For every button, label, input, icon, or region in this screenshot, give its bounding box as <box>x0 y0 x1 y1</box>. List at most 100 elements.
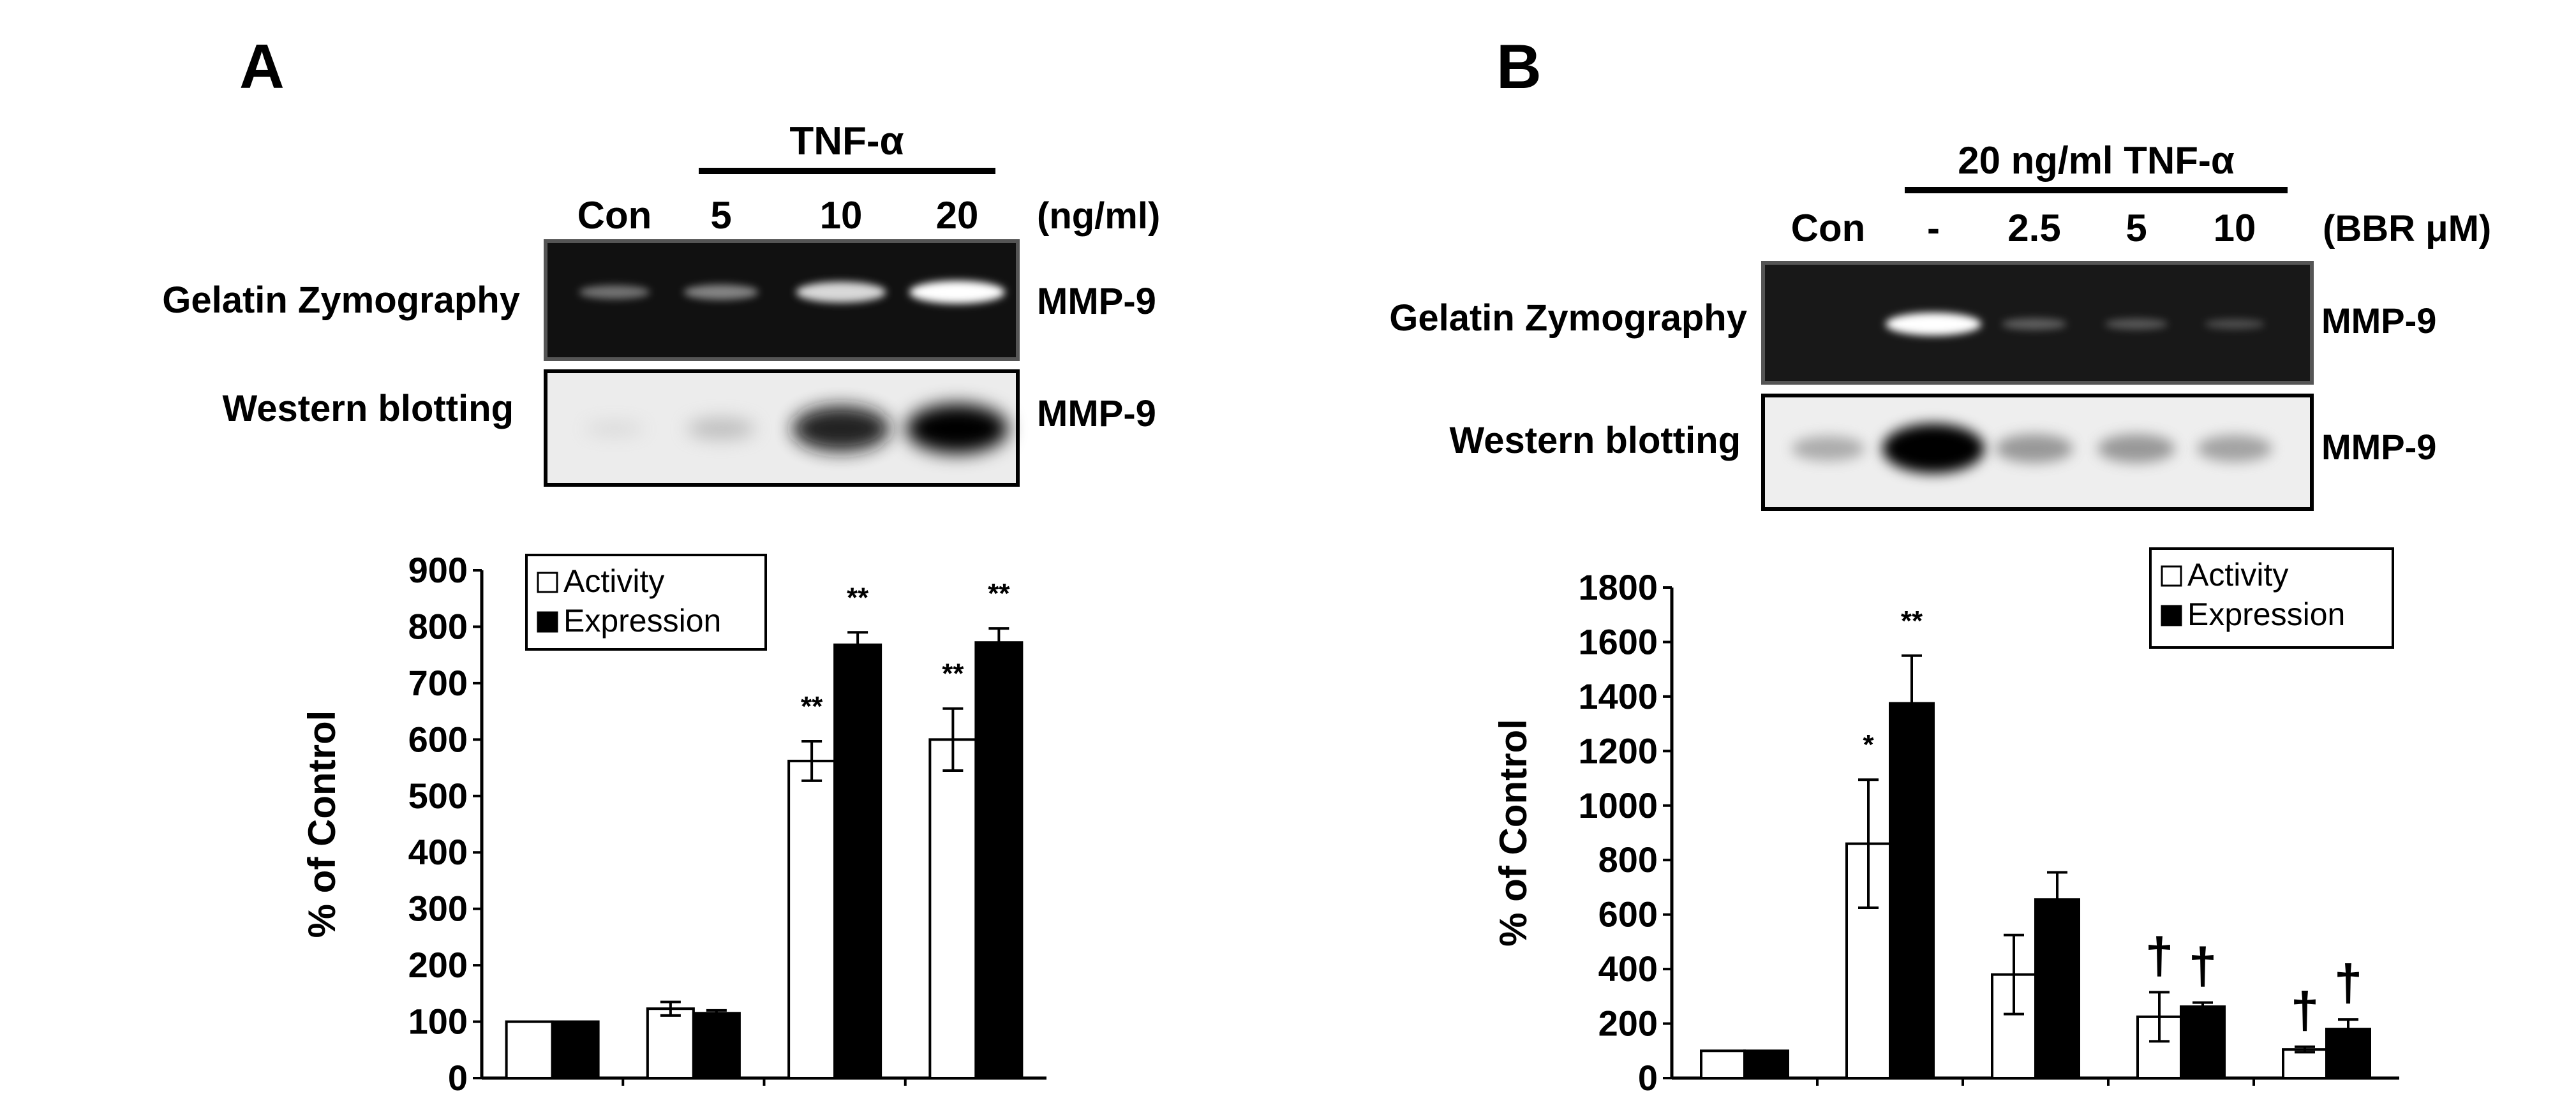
legend-label: Expression <box>2187 596 2345 632</box>
panel-a-lane-label: 20 <box>936 194 979 237</box>
zymography-band <box>2204 319 2265 329</box>
panel-a-band-label: MMP-9 <box>1037 281 1156 322</box>
panel-b-zymography-blot <box>1761 261 2314 385</box>
significance-asterisk: ** <box>847 582 869 613</box>
significance-asterisk: * <box>1863 729 1874 760</box>
legend-swatch <box>2161 565 2182 587</box>
y-tick-label: 0 <box>1638 1058 1658 1098</box>
panel-a-row-label: Gelatin Zymography <box>162 279 520 321</box>
panel-b-lane-label: 2.5 <box>2007 207 2060 249</box>
western-band <box>2197 435 2272 462</box>
y-tick-label: 600 <box>408 719 468 759</box>
zymography-band <box>1886 313 1981 336</box>
y-tick-label: 0 <box>448 1058 468 1098</box>
panel-b-lane-label: 10 <box>2214 207 2256 249</box>
western-band <box>2097 434 2175 463</box>
y-axis-label: % of Control <box>301 711 343 938</box>
bar-activity <box>787 759 837 1080</box>
legend-label: Activity <box>563 563 664 599</box>
panel-a-row-label: Western blotting <box>223 388 514 429</box>
legend-label: Activity <box>2187 557 2288 593</box>
y-tick-label: 800 <box>408 606 468 646</box>
zymography-band <box>2104 318 2168 330</box>
panel-b-western-blot <box>1761 394 2314 511</box>
legend-box <box>2149 547 2394 649</box>
panel-b-lane-label: 5 <box>2126 207 2147 249</box>
panel-a: A TNF-α Con 5 10 20 (ng/ml) Gelatin Zymo… <box>162 31 1160 1098</box>
zymography-band <box>796 281 886 303</box>
panel-a-bar-chart: 0 100 200 300 400 500 600 700 800 900 % of Control… <box>301 550 1046 1098</box>
y-tick-label: 200 <box>1598 1003 1658 1044</box>
bar-expression <box>2180 1005 2226 1079</box>
significance-dagger: † <box>2334 954 2363 1011</box>
y-tick-label: 900 <box>408 550 468 590</box>
bar-activity <box>646 1007 695 1080</box>
zymography-band <box>683 285 759 300</box>
significance-asterisk: ** <box>942 658 964 690</box>
bar-activity <box>2282 1048 2328 1080</box>
panel-b-treatment-label: 20 ng/ml TNF-α <box>1958 139 2235 182</box>
y-tick-label: 600 <box>1598 894 1658 935</box>
y-tick-label: 400 <box>1598 949 1658 989</box>
legend-swatch <box>537 611 558 633</box>
panel-a-unit-label: (ng/ml) <box>1037 195 1160 237</box>
legend-swatch <box>2161 605 2182 626</box>
western-band <box>906 404 1008 454</box>
panel-a-zymography-blot <box>544 239 1020 361</box>
legend-label: Expression <box>563 603 721 639</box>
y-tick-label: 100 <box>408 1002 468 1042</box>
bar-expression <box>692 1012 741 1080</box>
western-band <box>1995 434 2073 463</box>
bar-expression <box>1889 702 1935 1079</box>
bar-expression <box>833 643 882 1079</box>
panel-b-bar-chart: 0 200 400 600 800 1000 1200 1400 1600 1800 % of Co… <box>1492 547 2399 1098</box>
panel-a-band-label: MMP-9 <box>1037 393 1156 434</box>
western-band <box>1882 424 1984 473</box>
y-tick-label: 200 <box>408 945 468 985</box>
panel-a-letter: A <box>239 31 285 101</box>
y-tick-label: 400 <box>408 832 468 872</box>
legend-box <box>525 554 767 651</box>
y-tick-label: 1200 <box>1578 730 1658 771</box>
significance-dagger: † <box>2145 927 2174 984</box>
panel-b-lane-label: Con <box>1791 207 1866 249</box>
bar-activity <box>928 738 978 1080</box>
panel-b-band-label: MMP-9 <box>2321 427 2436 467</box>
panel-a-lane-label: 5 <box>710 194 731 237</box>
panel-a-treatment-label: TNF-α <box>789 119 904 163</box>
panel-a-lane-label: Con <box>577 194 652 237</box>
bar-expression <box>551 1020 600 1079</box>
bar-expression <box>1743 1049 1789 1080</box>
bar-expression <box>974 641 1024 1079</box>
panel-b-band-label: MMP-9 <box>2321 300 2436 341</box>
y-tick-label: 1400 <box>1578 676 1658 716</box>
y-axis-label: % of Control <box>1492 719 1535 947</box>
y-tick-label: 700 <box>408 663 468 703</box>
legend-swatch <box>537 572 558 593</box>
bar-expression <box>2034 898 2080 1079</box>
panel-b: B 20 ng/ml TNF-α Con - 2.5 5 10 (BBR μM)… <box>1389 31 2491 1098</box>
zymography-band <box>579 285 650 299</box>
panel-b-row-label: Gelatin Zymography <box>1389 297 1747 339</box>
y-tick-label: 800 <box>1598 840 1658 880</box>
bar-activity <box>505 1020 554 1079</box>
western-band <box>687 418 756 440</box>
western-band <box>792 406 890 452</box>
significance-asterisk: ** <box>988 578 1010 609</box>
y-tick-label: 1600 <box>1578 621 1658 662</box>
western-band <box>584 422 644 436</box>
significance-asterisk: ** <box>1901 605 1923 637</box>
significance-dagger: † <box>2291 982 2319 1039</box>
western-band <box>1791 436 1865 461</box>
panel-b-unit-label: (BBR μM) <box>2323 208 2491 249</box>
y-tick-label: 300 <box>408 889 468 929</box>
panel-b-row-label: Western blotting <box>1450 420 1741 461</box>
y-tick-label: 1800 <box>1578 567 1658 607</box>
significance-asterisk: ** <box>801 691 823 722</box>
bar-activity <box>1700 1049 1746 1080</box>
y-tick-label: 500 <box>408 776 468 816</box>
panel-a-lane-label: 10 <box>820 194 863 237</box>
panel-b-lane-label: - <box>1927 207 1940 249</box>
y-tick-label: 1000 <box>1578 785 1658 825</box>
